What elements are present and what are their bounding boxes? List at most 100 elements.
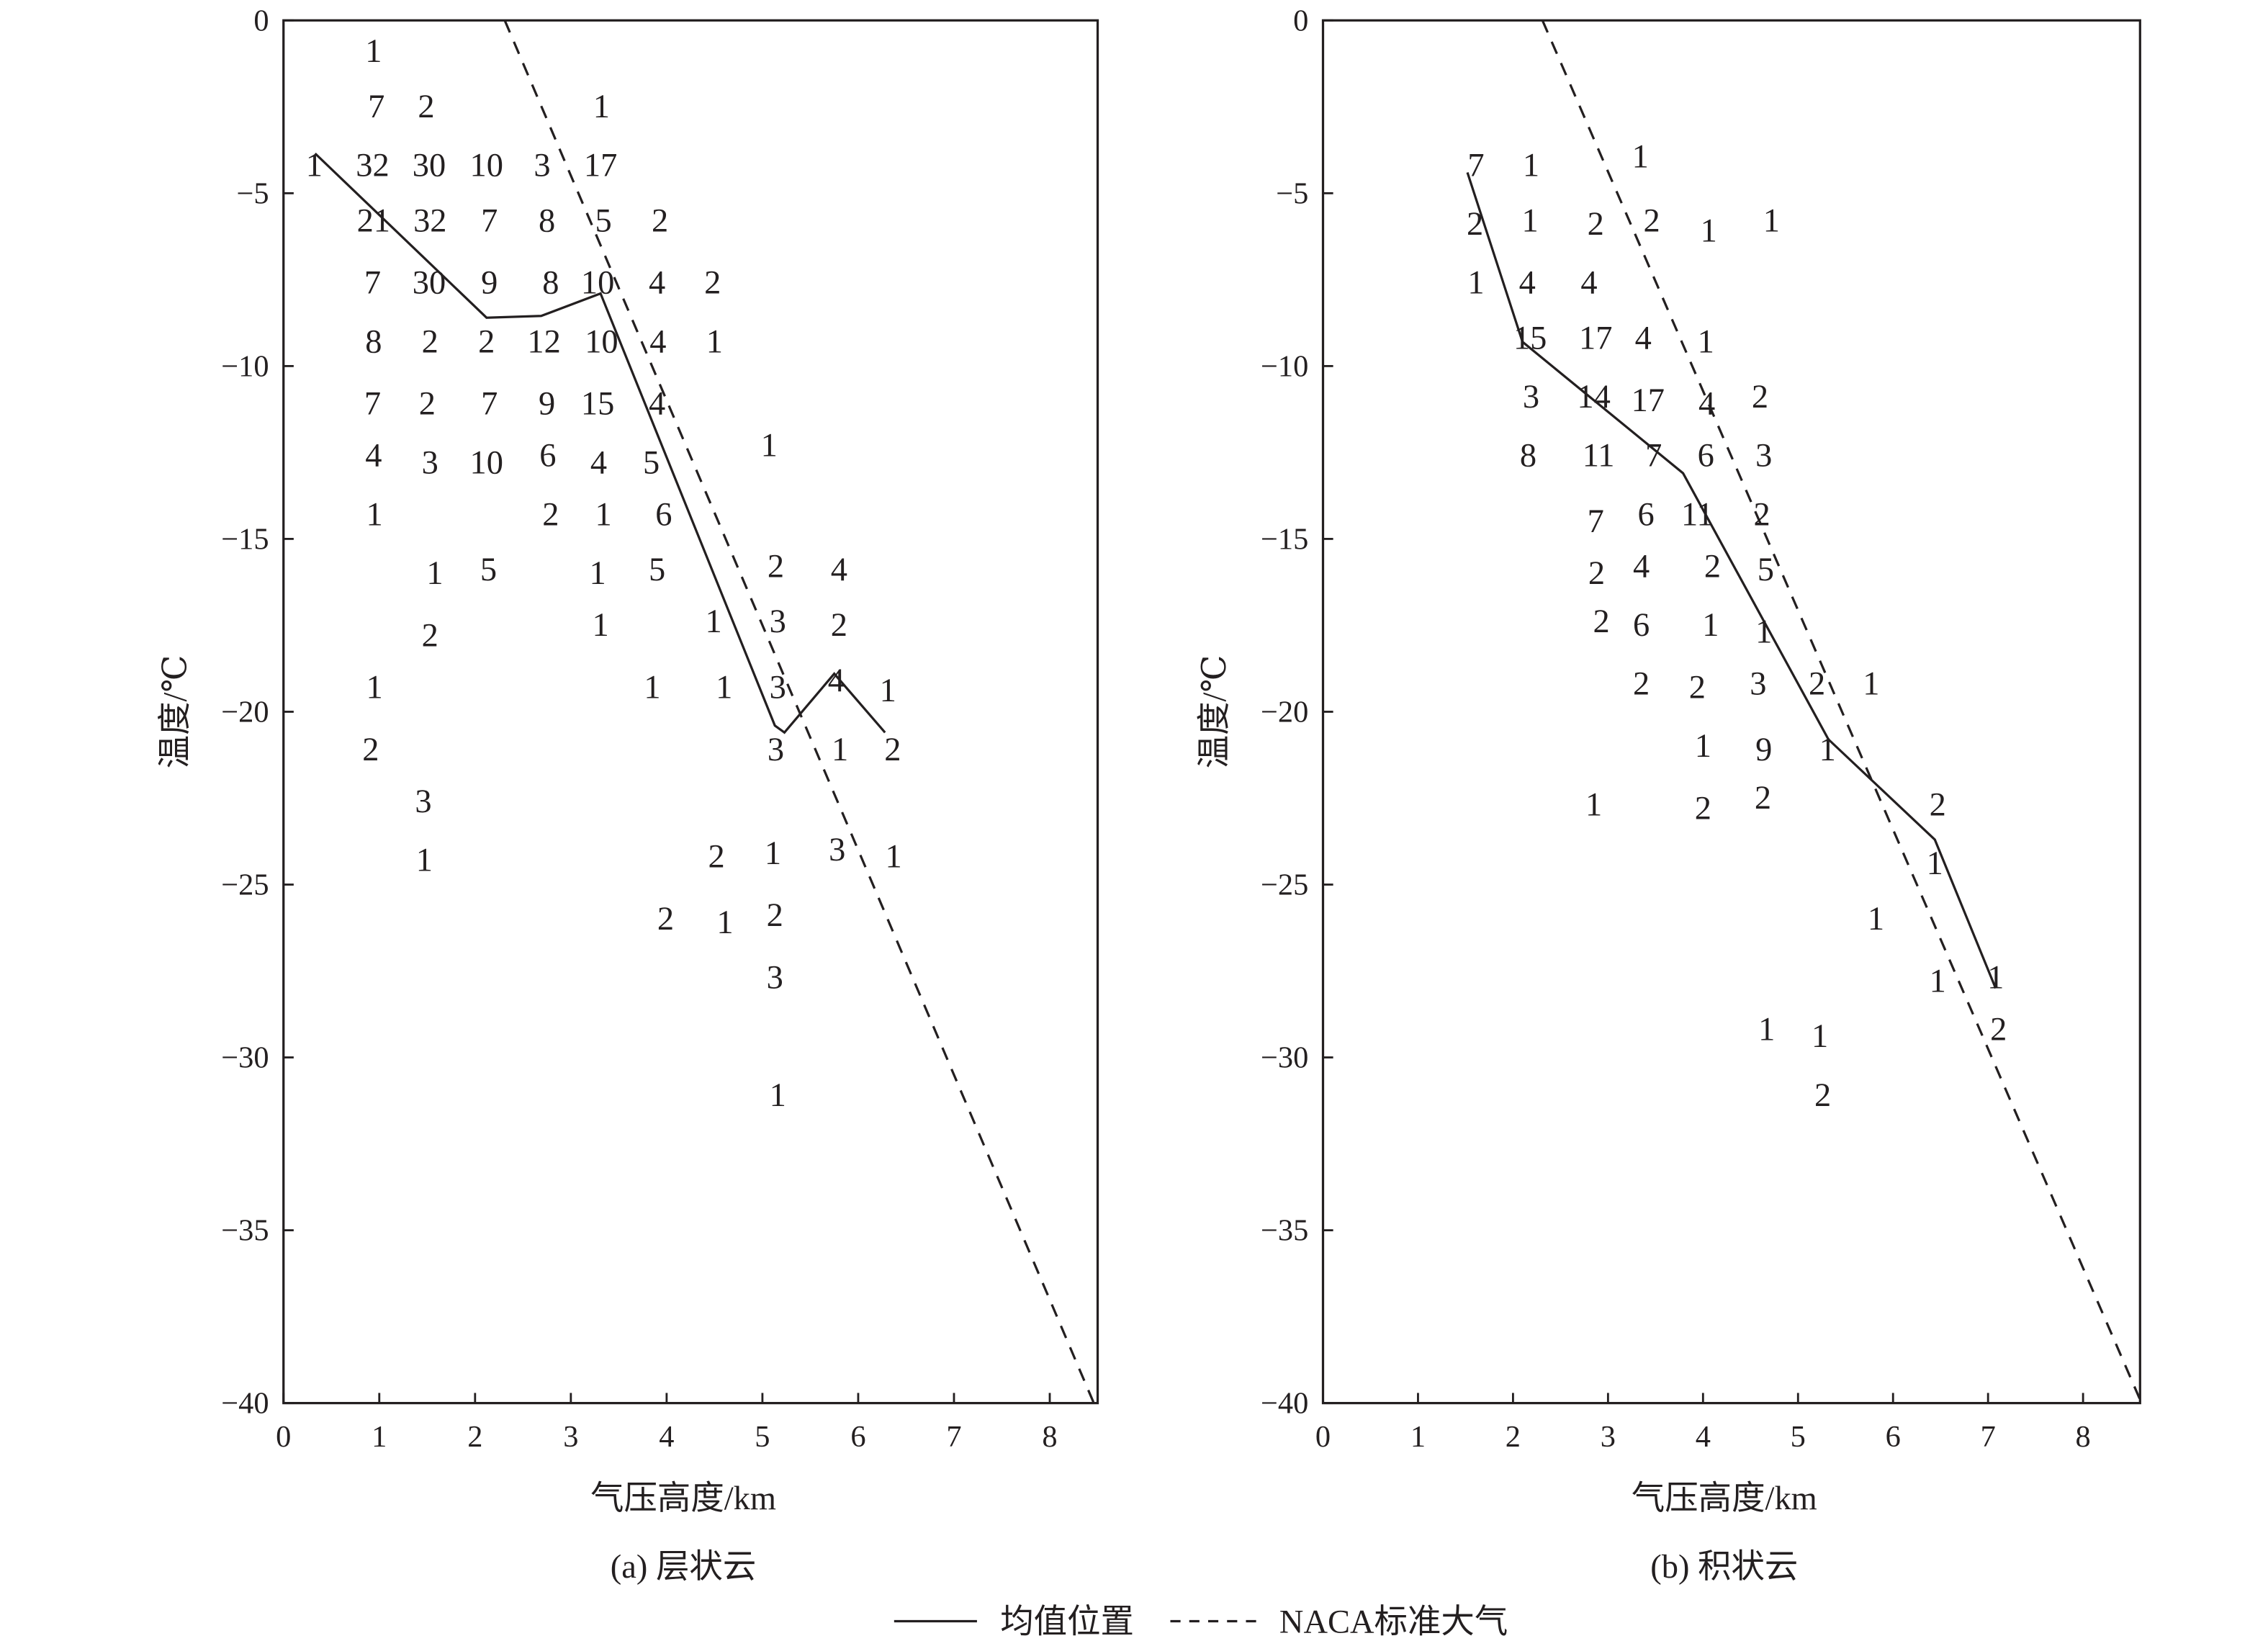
count-label: 14 [1577, 379, 1610, 415]
y-tick-label: −40 [1261, 1387, 1308, 1421]
y-tick-label: −30 [1261, 1041, 1308, 1075]
x-tick-label: 6 [850, 1420, 865, 1454]
count-label: 8 [365, 323, 382, 360]
count-label: 1 [1698, 323, 1714, 360]
count-label: 1 [644, 669, 660, 706]
count-label: 9 [539, 386, 555, 423]
count-label: 2 [652, 202, 668, 239]
count-label: 6 [1638, 496, 1655, 533]
count-label: 1 [1868, 901, 1884, 938]
count-label: 2 [1593, 603, 1610, 640]
count-label: 2 [1588, 206, 1604, 243]
count-label: 5 [480, 552, 497, 588]
count-label: 4 [831, 552, 847, 588]
count-label: 2 [418, 89, 434, 125]
count-label: 1 [765, 835, 781, 872]
x-tick-label: 8 [2076, 1420, 2091, 1454]
y-tick-label: −40 [221, 1387, 269, 1421]
y-tick-label: −35 [1261, 1214, 1308, 1248]
count-label: 15 [581, 386, 614, 423]
count-label: 2 [1704, 548, 1721, 585]
y-tick-label: −30 [221, 1041, 269, 1075]
y-axis-label: 温度/℃ [1197, 655, 1233, 769]
count-label: 4 [365, 438, 382, 475]
count-label: 30 [413, 265, 446, 302]
count-label: 1 [365, 33, 382, 70]
count-label: 3 [768, 732, 784, 768]
count-label: 1 [1585, 787, 1602, 824]
count-label: 17 [1579, 320, 1612, 356]
count-label: 2 [1467, 206, 1483, 243]
count-label: 30 [413, 147, 446, 184]
plot-frame [1321, 19, 2141, 1405]
count-label: 1 [589, 555, 606, 592]
x-tick-label: 2 [467, 1420, 482, 1454]
count-label: 1 [770, 1077, 786, 1114]
y-tick-label: 0 [1293, 4, 1308, 37]
count-label: 1 [1819, 732, 1836, 768]
naca-standard-line [503, 19, 1095, 1404]
count-label: 3 [770, 603, 786, 640]
count-label: 1 [886, 839, 902, 876]
count-label: 1 [1763, 202, 1780, 239]
count-label: 7 [364, 386, 381, 423]
y-tick-label: −15 [1261, 523, 1308, 557]
count-label: 32 [356, 147, 389, 184]
x-tick-label: 0 [276, 1420, 291, 1454]
count-label: 3 [415, 783, 431, 820]
count-label: 3 [1750, 666, 1766, 703]
count-label: 3 [534, 147, 550, 184]
count-label: 1 [592, 607, 608, 644]
count-label: 1 [1702, 607, 1719, 644]
count-label: 2 [1643, 202, 1660, 239]
count-label: 2 [542, 496, 559, 533]
count-label: 4 [649, 323, 666, 360]
count-label: 7 [368, 89, 384, 125]
x-tick-label: 4 [659, 1420, 674, 1454]
count-label: 7 [1588, 503, 1604, 540]
count-label: 2 [1689, 669, 1706, 706]
count-label: 2 [657, 901, 674, 938]
count-label: 1 [1522, 202, 1539, 239]
x-axis-label: 气压高度/km [1632, 1480, 1817, 1517]
count-label: 2 [704, 265, 721, 302]
count-label: 4 [1635, 320, 1652, 356]
count-label: 1 [832, 732, 848, 768]
y-tick-label: −25 [1261, 868, 1308, 902]
count-label: 1 [1523, 147, 1539, 184]
count-label: 10 [581, 265, 614, 302]
count-label: 10 [470, 147, 503, 184]
count-label: 3 [1523, 379, 1539, 415]
y-tick-label: −5 [236, 176, 269, 210]
count-label: 1 [1863, 666, 1879, 703]
count-label: 3 [829, 832, 845, 868]
count-label: 1 [1701, 213, 1717, 250]
count-label: 32 [413, 202, 446, 239]
x-tick-label: 8 [1042, 1420, 1057, 1454]
count-label: 4 [1580, 265, 1597, 302]
count-label: 4 [1698, 386, 1715, 423]
panel-a-stratiform: 0 1 2 3 4 5 6 7 80−5−10−15−20−25−30−35−40气压高度/km… [157, 4, 1099, 1586]
count-label: 2 [1755, 780, 1771, 817]
count-label: 2 [1809, 666, 1825, 703]
count-label: 3 [422, 444, 438, 481]
count-label: 1 [705, 603, 721, 640]
y-tick-label: −20 [1261, 696, 1308, 729]
count-label: 3 [767, 960, 783, 997]
count-label: 1 [1467, 265, 1484, 302]
count-label: 5 [649, 552, 665, 588]
count-label: 2 [419, 386, 436, 423]
x-axis-label: 气压高度/km [590, 1480, 776, 1517]
count-label: 4 [1519, 265, 1536, 302]
count-label: 1 [1758, 1012, 1775, 1048]
count-label: 2 [1695, 790, 1711, 827]
count-label: 2 [422, 323, 438, 360]
count-label: 1 [761, 427, 778, 464]
count-label: 12 [527, 323, 560, 360]
mean-position-line [1466, 172, 1997, 989]
count-label: 2 [1588, 555, 1605, 592]
count-label: 2 [884, 732, 901, 768]
panel-caption: (a) 层状云 [611, 1549, 756, 1586]
count-label: 1 [1695, 728, 1711, 765]
count-label: 1 [1755, 614, 1772, 651]
